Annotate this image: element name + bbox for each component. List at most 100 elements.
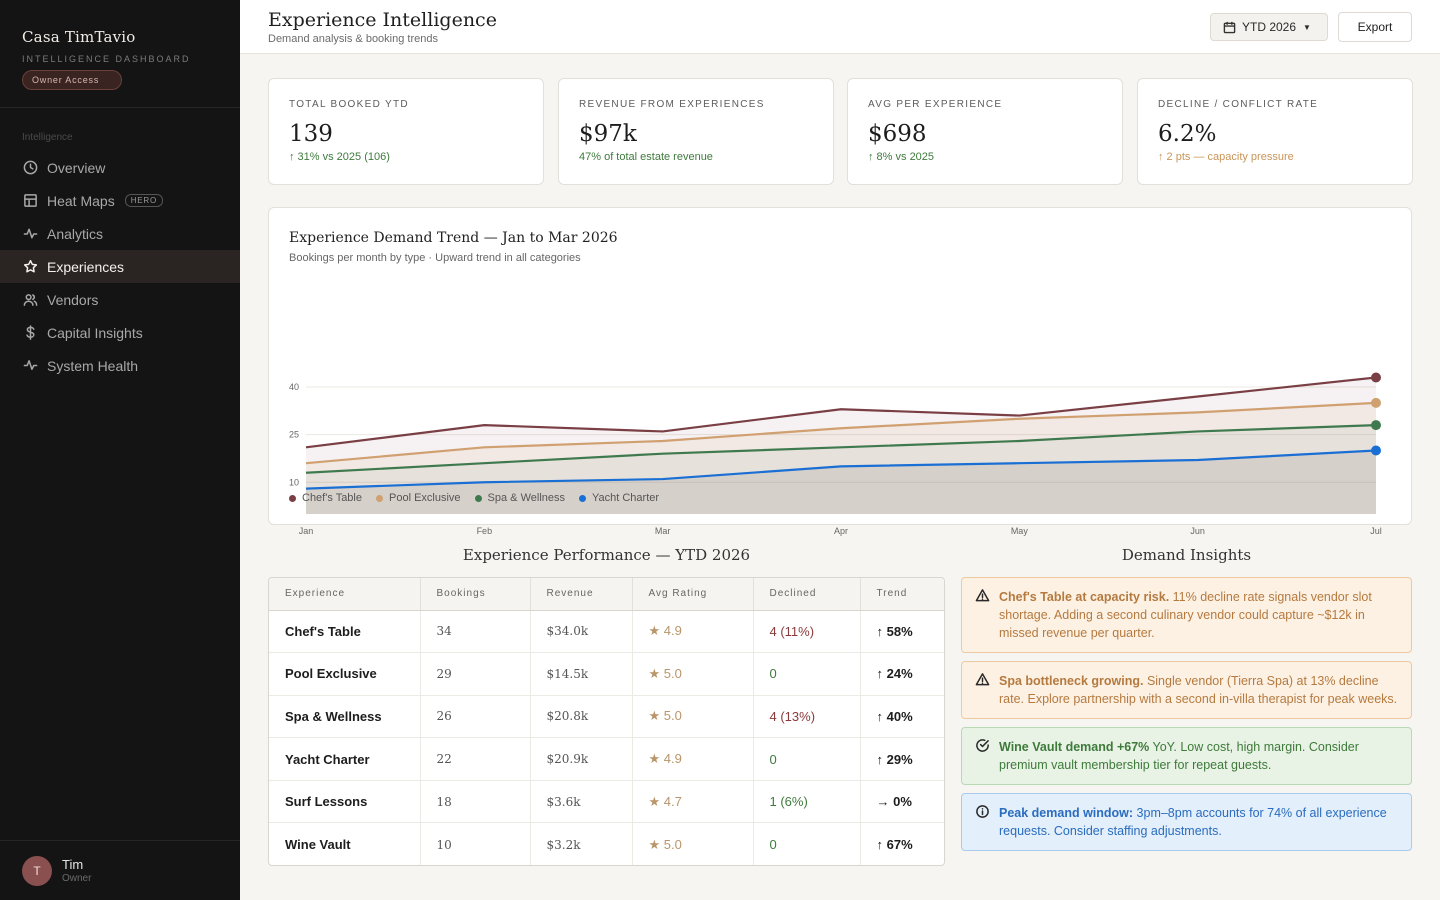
column-header[interactable]: Experience (269, 578, 421, 611)
sidebar-item-overview[interactable]: Overview (0, 151, 240, 184)
insight-headline: Chef's Table at capacity risk. (999, 590, 1170, 604)
sidebar: Casa TimTavio INTELLIGENCE DASHBOARD Own… (0, 0, 240, 900)
demand-trend-chart: 10 25 40 Jan Feb Mar Apr May Jun Jul (289, 372, 1382, 536)
table-row[interactable]: Pool Exclusive 29 $14.5k ★ 5.0 0 ↑ 24% (269, 652, 944, 696)
insight-card: Chef's Table at capacity risk. 11% decli… (961, 577, 1412, 653)
period-label: YTD 2026 (1242, 20, 1297, 34)
info-icon (975, 804, 990, 819)
sidebar-item-vendors[interactable]: Vendors (0, 283, 240, 316)
experience-name: Wine Vault (269, 822, 421, 865)
table-row[interactable]: Spa & Wellness 26 $20.8k ★ 5.0 4 (13%) ↑ 40% (269, 695, 944, 739)
sidebar-item-label: Vendors (47, 291, 99, 308)
column-header[interactable]: Bookings (420, 578, 531, 611)
declined-value: 0 (753, 822, 861, 865)
series-endpoint (1371, 420, 1381, 431)
y-tick-label: 10 (289, 477, 299, 487)
sidebar-item-analytics[interactable]: Analytics (0, 217, 240, 250)
kpi-label: REVENUE FROM EXPERIENCES (579, 99, 765, 110)
star-icon (22, 259, 38, 275)
experience-name: Surf Lessons (269, 780, 421, 824)
sidebar-item-capital-insights[interactable]: Capital Insights (0, 316, 240, 349)
bookings-value: 26 (420, 695, 531, 739)
kpi-card-decline-rate: DECLINE / CONFLICT RATE 6.2% ↑ 2 pts — c… (1137, 78, 1413, 185)
sidebar-item-heat-maps[interactable]: Heat Maps HERO (0, 184, 240, 217)
kpi-value: 139 (289, 121, 333, 147)
series-endpoint (1371, 445, 1381, 456)
table-row[interactable]: Surf Lessons 18 $3.6k ★ 4.7 1 (6%) → 0% (269, 780, 944, 824)
revenue-value: $14.5k (530, 652, 633, 696)
sidebar-item-system-health[interactable]: System Health (0, 349, 240, 382)
warning-icon (975, 588, 990, 603)
legend-dot (376, 494, 383, 502)
sidebar-item-label: Experiences (47, 258, 125, 275)
table-row[interactable]: Chef's Table 34 $34.0k ★ 4.9 4 (11%) ↑ 58% (269, 610, 944, 654)
column-header[interactable]: Revenue (530, 578, 633, 611)
declined-value: 1 (6%) (753, 780, 861, 824)
table-row[interactable]: Yacht Charter 22 $20.9k ★ 4.9 0 ↑ 29% (269, 737, 944, 781)
bookings-value: 18 (420, 780, 531, 824)
table-row[interactable]: Wine Vault 10 $3.2k ★ 5.0 0 ↑ 67% (269, 822, 944, 865)
trend-value: ↑ 24% (860, 652, 944, 696)
series-area (306, 450, 1376, 514)
series-area (306, 402, 1376, 514)
insight-headline: Peak demand window: (999, 806, 1134, 820)
user-profile[interactable]: T Tim Owner (0, 840, 240, 900)
insight-text: 3pm–8pm accounts for 74% of all experien… (999, 806, 1387, 838)
revenue-value: $3.6k (530, 780, 633, 824)
chart-title: Experience Demand Trend — Jan to Mar 202… (289, 230, 618, 246)
x-tick-label: Feb (477, 526, 493, 536)
x-tick-label: Mar (655, 526, 671, 536)
kpi-delta: ↑ 8% vs 2025 (868, 151, 935, 163)
kpi-label: DECLINE / CONFLICT RATE (1158, 99, 1319, 110)
sidebar-item-label: Analytics (47, 225, 104, 242)
x-tick-label: Jul (1370, 526, 1382, 536)
sidebar-item-experiences[interactable]: Experiences (0, 250, 240, 283)
trend-value: ↑ 40% (860, 695, 944, 739)
insight-headline: Wine Vault demand +67% (999, 740, 1150, 754)
trend-value: ↑ 67% (876, 837, 913, 853)
revenue-value: $34.0k (530, 610, 633, 654)
series-endpoint (1371, 372, 1381, 383)
legend-item[interactable]: Chef's Table (289, 492, 362, 504)
kpi-value: $97k (579, 121, 637, 147)
nav-section-label: Intelligence (22, 132, 73, 143)
insight-text: YoY. Low cost, high margin. Consider pre… (999, 740, 1359, 772)
trend-value: ↑ 29% (860, 737, 944, 781)
sidebar-item-label: Capital Insights (47, 324, 143, 341)
bookings-value: 10 (420, 822, 531, 865)
insight-headline: Spa bottleneck growing. (999, 674, 1144, 688)
series-line (305, 424, 1377, 474)
chart-legend: Chef's Table Pool Exclusive Spa & Wellness… (289, 492, 673, 504)
legend-item[interactable]: Yacht Charter (579, 492, 659, 504)
series-line (305, 376, 1377, 449)
experience-name: Yacht Charter (269, 737, 421, 781)
series-line (305, 449, 1377, 490)
legend-dot (289, 494, 296, 502)
x-tick-label: Apr (834, 526, 848, 536)
revenue-value: $20.9k (530, 737, 633, 781)
kpi-delta: 47% of total estate revenue (579, 151, 713, 163)
column-header[interactable]: Avg Rating (632, 578, 754, 611)
x-tick-label: Jan (299, 526, 314, 536)
brand-name: Casa TimTavio (22, 28, 136, 46)
legend-item[interactable]: Pool Exclusive (376, 492, 461, 504)
bookings-value: 22 (420, 737, 531, 781)
legend-dot (474, 494, 482, 502)
column-header[interactable]: Declined (753, 578, 861, 611)
kpi-label: AVG PER EXPERIENCE (868, 99, 1003, 110)
revenue-value: $3.2k (530, 822, 633, 865)
y-tick-label: 40 (289, 382, 299, 392)
y-tick-label: 25 (289, 430, 299, 440)
legend-item[interactable]: Spa & Wellness (474, 492, 565, 504)
period-selector[interactable]: YTD 2026 ▼ (1210, 13, 1328, 41)
rating-value: ★ 5.0 (632, 652, 754, 696)
column-header[interactable]: Trend (860, 578, 944, 611)
kpi-delta: ↑ 2 pts — capacity pressure (1158, 151, 1294, 163)
insight-text: 11% decline rate signals vendor slot sho… (999, 590, 1372, 640)
export-button[interactable]: Export (1338, 12, 1412, 42)
x-tick-label: Jun (1190, 526, 1205, 536)
experience-name: Chef's Table (269, 610, 421, 654)
check-circle-icon (975, 738, 990, 753)
rating-value: ★ 4.9 (632, 737, 754, 781)
revenue-value: $20.8k (530, 695, 633, 739)
